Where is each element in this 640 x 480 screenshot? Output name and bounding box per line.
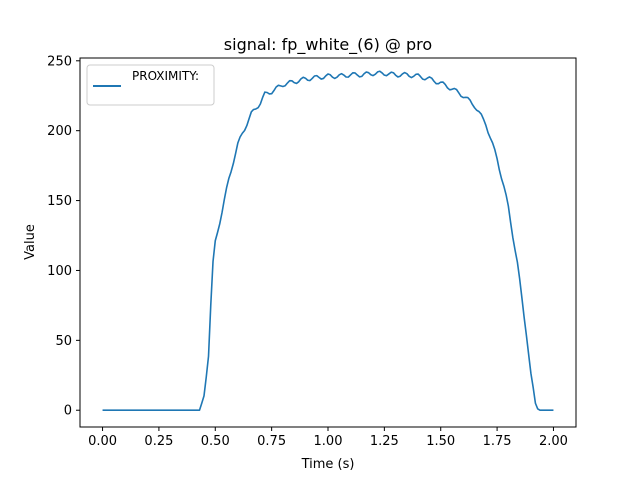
series-group [102, 70, 554, 412]
x-tick-label: 0.75 [257, 434, 286, 449]
x-axis-label: Time (s) [301, 457, 355, 472]
y-tick-label: 100 [47, 264, 72, 279]
x-tick-label: 1.00 [314, 434, 343, 449]
x-axis: 0.00 0.25 0.50 0.75 1.00 1.25 1.50 1.75 2.00 [88, 427, 568, 449]
legend-label: PROXIMITY: [132, 69, 199, 83]
series-line-proximity [102, 70, 554, 412]
x-tick-label: 1.50 [426, 434, 455, 449]
x-tick-label: 1.75 [483, 434, 512, 449]
x-tick-label: 0.50 [201, 434, 230, 449]
legend-box [86, 64, 215, 106]
y-tick-label: 50 [55, 334, 72, 349]
x-tick-label: 0.00 [88, 434, 117, 449]
y-axis: 0 50 100 150 200 250 [47, 54, 80, 419]
chart-title: signal: fp_white_(6) @ pro [224, 35, 432, 55]
y-axis-label: Value [23, 224, 38, 260]
y-tick-label: 250 [47, 54, 72, 69]
y-tick-label: 0 [64, 404, 72, 419]
y-tick-label: 150 [47, 194, 72, 209]
x-tick-label: 2.00 [539, 434, 568, 449]
y-tick-label: 200 [47, 124, 72, 139]
legend: PROXIMITY: [86, 64, 215, 106]
x-tick-label: 1.25 [370, 434, 399, 449]
plot-area: 0.00 0.25 0.50 0.75 1.00 1.25 1.50 1.75 2.00 0 50… [47, 54, 577, 449]
x-tick-label: 0.25 [144, 434, 173, 449]
